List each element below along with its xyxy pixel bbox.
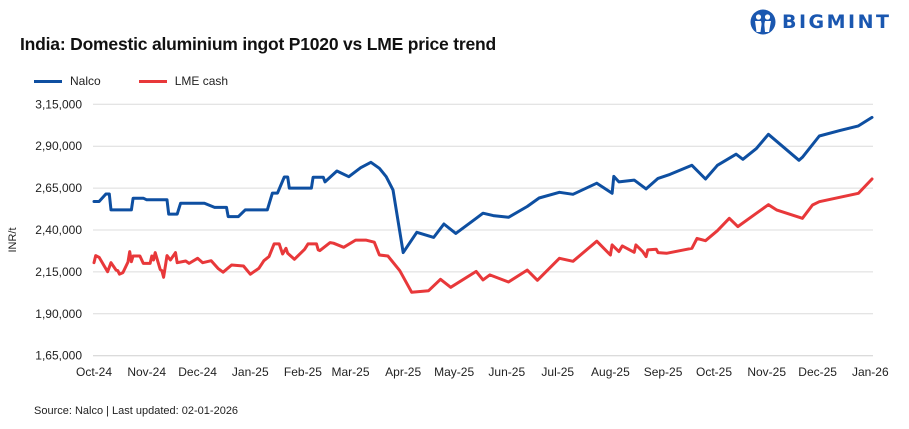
source-note: Source: Nalco | Last updated: 02-01-2026 xyxy=(34,405,239,417)
x-tick-label: Jan-26 xyxy=(852,365,889,379)
y-tick-label: 1,90,000 xyxy=(35,307,82,321)
y-axis-label: INR/t xyxy=(7,227,19,252)
x-tick-label: Dec-25 xyxy=(798,365,837,379)
x-tick-label: Jan-25 xyxy=(232,365,269,379)
y-tick-label: 2,90,000 xyxy=(35,139,82,153)
x-tick-label: Sep-25 xyxy=(644,365,683,379)
x-tick-label: Oct-25 xyxy=(696,365,732,379)
legend-item-lme: LME cash xyxy=(138,74,229,88)
x-tick-label: Nov-25 xyxy=(747,365,786,379)
x-tick-label: Aug-25 xyxy=(591,365,630,379)
legend-swatch-nalco xyxy=(34,79,62,83)
legend-label-nalco: Nalco xyxy=(70,74,101,88)
x-tick-label: Jun-25 xyxy=(488,365,525,379)
series-line-lme-cash xyxy=(92,177,874,294)
legend-item-nalco: Nalco xyxy=(34,74,101,88)
bigmint-people-icon xyxy=(750,9,776,35)
x-tick-label: Apr-25 xyxy=(385,365,421,379)
legend: Nalco LME cash xyxy=(34,74,228,88)
x-tick-label: Mar-25 xyxy=(331,365,369,379)
y-tick-label: 1,65,000 xyxy=(35,349,82,363)
bigmint-logo: BIGMINT xyxy=(750,9,892,35)
series-line-nalco xyxy=(92,115,874,255)
x-tick-label: Oct-24 xyxy=(76,365,112,379)
x-tick-label: Feb-25 xyxy=(284,365,322,379)
chart-title: India: Domestic aluminium ingot P1020 vs… xyxy=(20,34,496,54)
x-tick-label: Dec-24 xyxy=(178,365,217,379)
x-tick-label: Nov-24 xyxy=(127,365,166,379)
legend-swatch-lme xyxy=(138,79,167,83)
x-tick-label: May-25 xyxy=(434,365,474,379)
y-tick-label: 2,65,000 xyxy=(35,181,82,195)
y-tick-label: 3,15,000 xyxy=(35,97,82,111)
brand-name: BIGMINT xyxy=(782,11,892,33)
x-tick-label: Jul-25 xyxy=(541,365,574,379)
legend-label-lme: LME cash xyxy=(174,74,229,88)
y-tick-label: 2,40,000 xyxy=(35,223,82,237)
y-tick-label: 2,15,000 xyxy=(35,265,82,279)
